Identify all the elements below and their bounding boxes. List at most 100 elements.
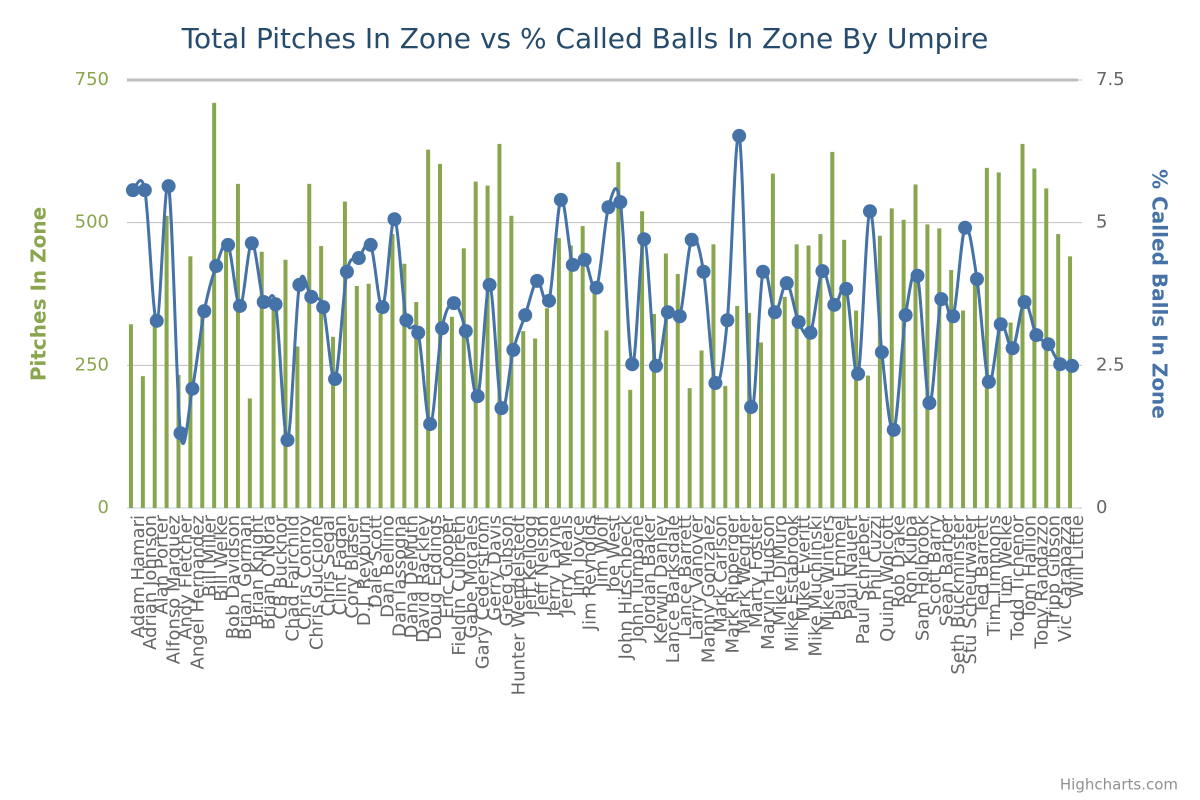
bar [545,308,550,508]
point [339,264,354,279]
chart-title: Total Pitches In Zone vs % Called Balls … [181,22,989,55]
bar [342,201,347,508]
bar [687,388,692,508]
point [209,259,224,274]
point [268,297,283,312]
bar [533,338,538,508]
bar [806,245,811,508]
y-tick-label: 500 [75,212,109,233]
x-tick-label: Chris Segal [318,515,339,616]
bar [794,244,799,509]
point [185,381,200,396]
bar [699,350,704,508]
point [506,342,521,357]
bar [984,167,989,508]
point [660,305,675,320]
x-tick-label: Tony Randazzo [1031,515,1052,650]
bar [854,310,859,508]
x-tick-label: Will Little [1067,515,1088,598]
point [125,183,140,198]
point [1017,294,1032,309]
bar [152,313,157,508]
bar [331,336,336,508]
bar [1008,322,1013,508]
x-tick-label: Gerry Davis [485,515,506,621]
bar [1056,234,1061,508]
point [589,280,604,295]
bar [402,263,407,508]
point [1053,357,1068,372]
bar [176,375,181,508]
bar [758,342,763,508]
x-tick-label: Chris Guccione [306,515,327,650]
point [851,366,866,381]
x-tick-label: Angel Hernandez [187,515,208,669]
x-tick-label: Bill Welke [211,515,232,602]
point [553,192,568,207]
x-tick-label: Jerry Layne [544,515,565,617]
bar [604,330,609,508]
x-tick-label: Cory Blaser [342,514,363,618]
point [458,324,473,339]
bar [949,270,954,508]
y2-axis-title: % Called Balls In Zone [1148,169,1172,419]
x-tick-label: John Hirschbeck [615,514,636,660]
bar [283,259,288,508]
bar [972,279,977,508]
point [732,128,747,143]
point [613,195,628,210]
bar [889,208,894,508]
x-tick-label: Adam Hamari [128,515,149,638]
x-tick-label: Greg Gibson [496,515,517,626]
point [542,293,557,308]
bar [212,102,217,509]
x-tick-label: Dan Iassogna [389,515,410,637]
x-tick-label: Alan Porter [152,514,173,614]
bar [556,238,561,509]
bar [818,234,823,508]
point [672,309,687,324]
x-tick-label: Lance Barksdale [663,515,684,663]
point [399,313,414,328]
bar [842,239,847,508]
credit[interactable]: Highcharts.com [1060,776,1178,794]
point [744,399,759,414]
point [256,294,271,309]
bar [770,173,775,508]
point [161,179,176,194]
x-tick-label: CB Bucknor [271,514,292,619]
bar [426,149,431,508]
bar [235,183,240,508]
bar [913,184,918,508]
point [898,308,913,323]
x-tick-label: Chris Conroy [294,515,315,630]
point [791,314,806,329]
point [375,300,390,315]
point [423,417,438,432]
x-tick-label: Alfonso Marquez [164,515,185,664]
point [922,395,937,410]
point [565,257,580,272]
point [149,313,164,328]
x-tick-label: Ted Barrett [972,515,993,615]
x-tick-label: Adrian Johnson [140,515,161,650]
bar [521,331,526,508]
point [577,252,592,267]
x-tick-label: Seth Buckminster [948,514,969,674]
x-tick-label: Paul Emmel [829,515,850,621]
x-tick-label: Marvin Hudson [758,515,779,650]
x-tick-label: Jim Joyce [568,515,589,598]
bar [961,310,966,508]
x-tick-label: Mark Carlson [710,515,731,633]
x-tick-label: Chad Fairchild [282,515,303,642]
x-tick-label: Jeff Nelson [532,515,553,612]
point [625,357,640,372]
bar [128,324,133,508]
point [137,183,152,198]
bar [473,181,478,508]
bar [366,283,371,508]
y-tick-label: 0 [98,497,109,518]
bar [592,283,597,508]
point [946,309,961,324]
bar [164,215,169,508]
